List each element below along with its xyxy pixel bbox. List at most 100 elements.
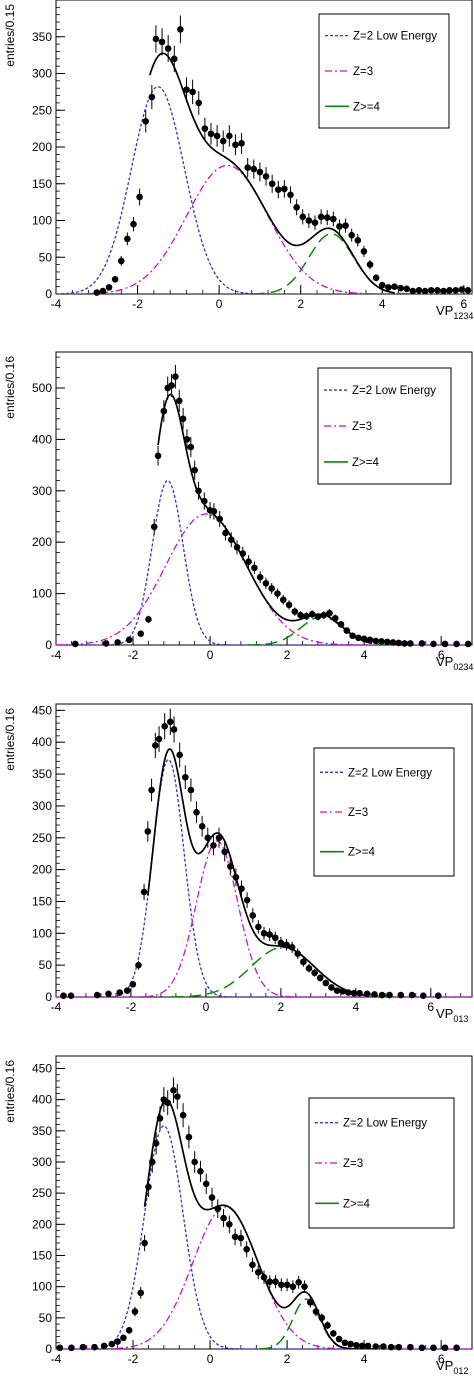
x-tick-label: 2 xyxy=(284,648,291,662)
data-point xyxy=(401,640,408,647)
data-point xyxy=(277,939,285,947)
x-axis-label: VP013 xyxy=(436,1006,468,1024)
z2-component-curve xyxy=(56,1125,472,1349)
data-point xyxy=(353,1341,360,1349)
data-point xyxy=(177,26,184,33)
data-point xyxy=(378,638,385,645)
data-point xyxy=(239,550,247,557)
data-point xyxy=(278,1281,285,1289)
data-point xyxy=(105,284,113,291)
chart-panel-1: 0 50 100 150 200 250 300 350 -4 -2 0 2 4 6 entries/0.1… xyxy=(3,0,473,321)
data-point xyxy=(152,742,159,749)
data-point xyxy=(183,86,190,93)
data-point xyxy=(345,989,352,996)
data-point xyxy=(355,634,362,642)
data-point xyxy=(380,1343,387,1350)
data-point xyxy=(148,786,155,794)
data-point xyxy=(434,287,441,294)
x-tick-label: -2 xyxy=(126,1000,137,1014)
data-point xyxy=(91,1343,98,1351)
data-point xyxy=(222,529,229,537)
z3-component-curve xyxy=(56,513,472,645)
total-fit-curve xyxy=(143,1099,376,1349)
data-point xyxy=(154,452,162,460)
data-point xyxy=(291,608,299,615)
data-point xyxy=(198,822,206,830)
x-tick-label: 0 xyxy=(203,1000,210,1014)
y-tick-label: 250 xyxy=(32,831,52,845)
data-point xyxy=(105,990,112,998)
data-point xyxy=(233,544,241,551)
data-point xyxy=(297,611,304,619)
y-tick-label: 0 xyxy=(45,638,52,652)
z3-component-curve xyxy=(56,840,472,997)
data-point xyxy=(243,896,251,904)
data-point xyxy=(279,596,287,604)
data-point xyxy=(137,630,145,637)
data-point xyxy=(397,284,404,292)
data-point xyxy=(372,274,380,282)
data-point xyxy=(185,1133,193,1141)
y-tick-label: 100 xyxy=(32,587,52,601)
data-point xyxy=(378,991,386,999)
data-point xyxy=(311,969,318,977)
data-point xyxy=(114,639,121,646)
y-tick-label: 300 xyxy=(32,484,52,498)
data-point xyxy=(348,231,355,239)
data-point xyxy=(272,1278,279,1285)
y-tick-label: 0 xyxy=(45,1342,52,1356)
data-point xyxy=(360,635,368,643)
data-point xyxy=(160,407,168,415)
z2-legend-label: Z=2 Low Energy xyxy=(348,767,432,779)
data-point xyxy=(262,580,270,587)
y-tick-label: 0 xyxy=(45,287,52,301)
data-point xyxy=(254,1269,262,1276)
data-point xyxy=(71,640,79,648)
data-point xyxy=(148,1158,156,1166)
legend: Z=2 Low Energy Z=3 Z>=4 xyxy=(317,367,452,485)
y-tick-label: 150 xyxy=(32,177,52,191)
data-point xyxy=(142,117,150,125)
y-tick-label: 150 xyxy=(32,1248,52,1262)
x-tick-label: 0 xyxy=(207,648,214,662)
data-point xyxy=(56,1344,64,1352)
z2-legend-label: Z=2 Low Energy xyxy=(343,1118,427,1130)
data-point xyxy=(114,1338,121,1345)
data-point xyxy=(464,287,472,294)
y-tick-label: 400 xyxy=(32,432,52,446)
data-point xyxy=(341,1339,349,1347)
y-tick-label: 100 xyxy=(32,1280,52,1294)
data-point xyxy=(397,991,405,999)
z4-legend-label: Z>=4 xyxy=(353,101,380,113)
data-point xyxy=(464,640,472,648)
data-point xyxy=(204,834,212,842)
data-point xyxy=(389,639,397,646)
data-point xyxy=(337,621,345,628)
data-point xyxy=(226,1221,233,1228)
total-fit-curve xyxy=(148,52,395,294)
data-point xyxy=(108,1340,116,1348)
data-point xyxy=(68,1344,75,1352)
x-tick-label: 2 xyxy=(284,1352,291,1366)
data-point xyxy=(140,888,148,896)
y-tick-label: 300 xyxy=(32,67,52,81)
data-point xyxy=(274,186,282,193)
data-point xyxy=(330,215,337,223)
data-point xyxy=(120,1334,127,1342)
z4-legend-label: Z>=4 xyxy=(348,847,375,859)
data-point xyxy=(427,287,435,294)
data-point xyxy=(378,281,386,289)
x-tick-label: 4 xyxy=(352,1000,359,1014)
data-point xyxy=(250,165,258,173)
y-tick-label: 200 xyxy=(32,863,52,877)
data-point xyxy=(288,944,296,951)
y-tick-label: 400 xyxy=(32,1093,52,1107)
z4-legend-label: Z>=4 xyxy=(343,1198,370,1210)
data-point xyxy=(130,220,137,228)
data-point xyxy=(152,1139,160,1147)
data-point xyxy=(144,828,152,835)
data-point xyxy=(79,1343,87,1351)
y-tick-label: 450 xyxy=(32,703,52,717)
y-tick-label: 350 xyxy=(32,767,52,781)
data-point xyxy=(395,1343,403,1351)
